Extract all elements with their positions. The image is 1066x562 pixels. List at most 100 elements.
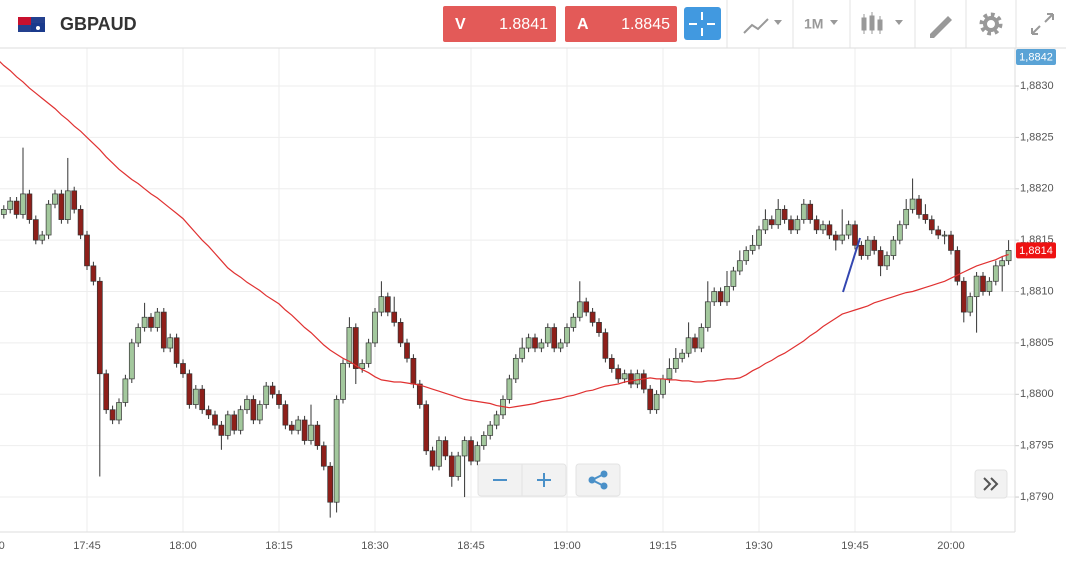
candle-body (180, 363, 186, 375)
candle-body (423, 404, 430, 452)
sell-button[interactable] (443, 6, 556, 42)
candle-body (576, 301, 583, 318)
candle-body (839, 234, 846, 241)
candle-body (698, 327, 705, 349)
y-tick-label: 1,8810 (1020, 285, 1054, 297)
crosshair-button[interactable] (684, 7, 721, 40)
candle-body (474, 445, 481, 462)
candle-body (794, 219, 801, 231)
candle-body (506, 378, 513, 400)
candle-body (71, 190, 78, 210)
y-tick-label: 1,8830 (1020, 80, 1054, 92)
settings-button[interactable] (979, 12, 1003, 36)
candle-body (736, 260, 743, 272)
candle-body (877, 250, 884, 267)
buy-button[interactable] (565, 6, 677, 42)
candle-body (288, 424, 295, 431)
candle-body (538, 342, 545, 349)
candle-body (628, 373, 634, 385)
candle-body (564, 327, 570, 344)
candle-body (775, 208, 782, 226)
candle-body (167, 337, 174, 349)
candle-body (871, 239, 878, 251)
candle-body (788, 219, 794, 231)
candle-body (756, 229, 762, 246)
candle-body (717, 291, 724, 303)
candle-body (679, 352, 686, 359)
candle-body (218, 424, 225, 436)
chart-type-button[interactable] (743, 18, 782, 34)
candle-body (749, 244, 756, 251)
candle-body (916, 198, 922, 215)
x-tick-label: 18:15 (265, 540, 293, 552)
plot-area (0, 48, 1015, 532)
drawn-trend-line[interactable] (842, 237, 861, 293)
candle-body (807, 203, 814, 220)
candle-body (653, 393, 660, 411)
candle-body (244, 399, 250, 411)
candle-body (832, 234, 839, 241)
x-tick-label: 19:00 (553, 540, 581, 552)
candle-body (365, 342, 372, 364)
toolbar-separators (726, 0, 1017, 48)
scroll-end-button[interactable] (974, 469, 1008, 499)
candle-body (404, 342, 410, 359)
candle-body (32, 219, 39, 241)
candle-body (858, 244, 865, 256)
candle-body (96, 280, 103, 375)
candle-body (58, 193, 65, 220)
x-tick-label: 19:45 (841, 540, 869, 552)
candle-body (800, 203, 807, 220)
candle-body (301, 419, 308, 441)
candle-body (826, 224, 833, 236)
candle-body (647, 388, 654, 411)
candle-body (672, 357, 679, 369)
candle-body (692, 337, 698, 349)
sell-label: V (455, 16, 466, 33)
candle-body (205, 409, 212, 416)
candle-body (52, 193, 58, 205)
moving-average-line (0, 60, 1009, 409)
ask-badge (1016, 49, 1056, 65)
candle-body (666, 368, 673, 380)
candle-body (596, 322, 602, 333)
candle-body (896, 224, 903, 241)
zoom-controls (477, 463, 567, 497)
zoom-in[interactable] (537, 473, 551, 487)
candle-body (583, 301, 590, 313)
candle-body (64, 190, 71, 220)
draw-button[interactable] (930, 16, 952, 38)
candle-body (429, 450, 436, 467)
candle-body (128, 342, 135, 380)
y-tick-label: 1,8820 (1020, 183, 1054, 195)
expand-button[interactable] (1031, 13, 1054, 35)
candle-body (980, 275, 986, 292)
y-tick-label: 1,8795 (1020, 440, 1054, 452)
y-tick-label: 1,8805 (1020, 337, 1054, 349)
candle-body (13, 200, 20, 215)
candle-body (602, 332, 609, 359)
candle-body (820, 224, 826, 231)
candle-body (890, 239, 897, 256)
candle-body (967, 296, 974, 313)
candle-body (0, 208, 7, 215)
candle-body (346, 327, 353, 364)
ask-badge-label: 1,8842 (1019, 51, 1053, 63)
candle-body (295, 419, 302, 431)
candle-style-button[interactable] (861, 12, 903, 34)
timeframe[interactable]: 1M (804, 16, 823, 32)
x-tick-label: 19:30 (745, 540, 773, 552)
candle-body (327, 465, 334, 503)
share-button[interactable] (575, 463, 621, 497)
candle-body (986, 280, 993, 292)
candle-body (160, 311, 167, 349)
candle-body (864, 239, 871, 256)
candle-body (960, 280, 967, 313)
candle-body (416, 383, 423, 405)
candle-body (525, 337, 532, 349)
candle-body (77, 208, 84, 236)
candle-body (948, 234, 954, 251)
candle-body (468, 440, 474, 462)
candle-body (743, 250, 750, 262)
